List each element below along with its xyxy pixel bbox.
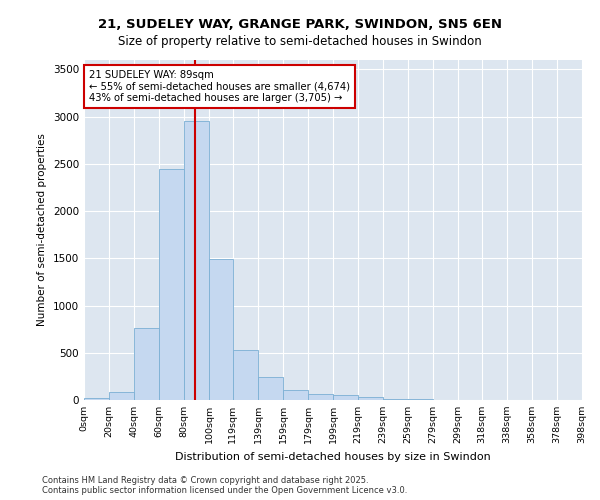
Bar <box>358 397 383 400</box>
Y-axis label: Number of semi-detached properties: Number of semi-detached properties <box>37 134 47 326</box>
Bar <box>84 398 109 400</box>
Bar <box>383 398 408 400</box>
Text: Contains public sector information licensed under the Open Government Licence v3: Contains public sector information licen… <box>42 486 407 495</box>
Bar <box>333 396 358 400</box>
Bar <box>308 394 333 400</box>
X-axis label: Distribution of semi-detached houses by size in Swindon: Distribution of semi-detached houses by … <box>175 452 491 462</box>
Text: 21 SUDELEY WAY: 89sqm
← 55% of semi-detached houses are smaller (4,674)
43% of s: 21 SUDELEY WAY: 89sqm ← 55% of semi-deta… <box>89 70 350 103</box>
Bar <box>109 392 134 400</box>
Bar <box>184 122 209 400</box>
Text: Contains HM Land Registry data © Crown copyright and database right 2025.: Contains HM Land Registry data © Crown c… <box>42 476 368 485</box>
Bar <box>408 399 433 400</box>
Text: Size of property relative to semi-detached houses in Swindon: Size of property relative to semi-detach… <box>118 35 482 48</box>
Bar <box>283 390 308 400</box>
Bar <box>233 350 258 400</box>
Bar <box>134 328 159 400</box>
Text: 21, SUDELEY WAY, GRANGE PARK, SWINDON, SN5 6EN: 21, SUDELEY WAY, GRANGE PARK, SWINDON, S… <box>98 18 502 30</box>
Bar <box>159 168 184 400</box>
Bar <box>209 260 233 400</box>
Bar <box>258 378 283 400</box>
